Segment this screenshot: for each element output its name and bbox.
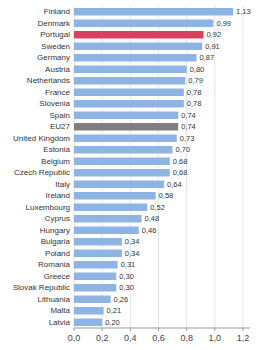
labels: Finland 1,13 Denmark 0,99 Portugal 0,92 Sweden…	[13, 7, 251, 327]
category-label: France	[45, 88, 70, 97]
bar	[74, 296, 111, 303]
bar	[74, 43, 202, 50]
category-label: Poland	[45, 249, 70, 258]
x-axis: 0,0 0,2 0,4 0,6 0,8 1,0 1,2	[68, 6, 250, 343]
data-label: 0,26	[114, 295, 129, 304]
data-label: 0,58	[159, 191, 174, 200]
data-label: 0,92	[207, 30, 222, 39]
bar	[74, 66, 187, 73]
tick-label: 1,2	[237, 333, 250, 343]
grid-line	[242, 6, 243, 328]
bar	[74, 158, 170, 165]
category-label: United Kingdom	[13, 134, 70, 143]
data-label: 0,46	[142, 226, 157, 235]
category-label: Greece	[44, 272, 71, 281]
bar	[74, 77, 185, 84]
category-label: Cyprus	[45, 214, 70, 223]
tick-label: 0,8	[180, 333, 193, 343]
category-label: Latvia	[49, 318, 71, 327]
category-label: Spain	[50, 111, 70, 120]
bar	[74, 181, 164, 188]
data-label: 0,91	[205, 42, 220, 51]
bar	[74, 20, 213, 27]
data-label: 0,73	[180, 134, 195, 143]
category-label: EU27	[50, 122, 71, 131]
data-label: 0,74	[181, 122, 196, 131]
category-label: Estonia	[43, 145, 70, 154]
bar	[74, 123, 178, 130]
bar	[74, 192, 156, 199]
data-label: 0,78	[187, 88, 202, 97]
bar	[74, 319, 102, 326]
data-label: 0,52	[150, 203, 165, 212]
axis-line	[74, 328, 250, 329]
bar	[74, 31, 204, 38]
category-label: Belgium	[41, 157, 70, 166]
data-label: 0,74	[181, 111, 196, 120]
bar	[74, 227, 139, 234]
bar	[74, 112, 178, 119]
category-label: Hungary	[40, 226, 70, 235]
tick-label: 0,4	[124, 333, 137, 343]
category-label: Malta	[50, 306, 70, 315]
bar	[74, 135, 177, 142]
bar	[74, 238, 122, 245]
grid-line	[214, 6, 215, 328]
category-label: Ireland	[46, 191, 70, 200]
tick-label: 0,2	[96, 333, 109, 343]
bar	[74, 169, 170, 176]
data-label: 0,31	[121, 260, 136, 269]
category-label: Luxembourg	[26, 203, 70, 212]
data-label: 0,30	[119, 272, 134, 281]
bar	[74, 261, 118, 268]
data-label: 0,21	[107, 306, 122, 315]
bar	[74, 273, 116, 280]
bar	[74, 307, 104, 314]
category-label: Slovak Republic	[13, 283, 70, 292]
bar	[74, 215, 142, 222]
category-label: Slovenia	[39, 99, 70, 108]
data-label: 0,70	[176, 145, 191, 154]
category-label: Bulgaria	[41, 237, 71, 246]
bar	[74, 54, 196, 61]
data-label: 0,30	[119, 283, 134, 292]
tick-label: 0,6	[152, 333, 165, 343]
bar	[74, 250, 122, 257]
data-label: 0,99	[216, 19, 231, 28]
bar	[74, 89, 184, 96]
category-label: Netherlands	[27, 76, 70, 85]
bar	[74, 204, 147, 211]
category-label: Finland	[44, 7, 70, 16]
category-label: Lithuania	[38, 295, 71, 304]
data-label: 0,78	[187, 99, 202, 108]
data-label: 0,64	[167, 180, 182, 189]
page: {"chart_data": {"type": "bar", "orientat…	[0, 0, 274, 350]
data-label: 0,34	[125, 249, 140, 258]
category-label: Czech Republic	[14, 168, 70, 177]
bar	[74, 146, 173, 153]
bar	[74, 284, 116, 291]
category-label: Austria	[45, 65, 70, 74]
data-label: 0,87	[199, 53, 214, 62]
category-label: Italy	[55, 180, 70, 189]
tick-label: 1,0	[209, 333, 222, 343]
category-label: Portugal	[40, 30, 70, 39]
data-label: 0,68	[173, 168, 188, 177]
category-label: Sweden	[41, 42, 70, 51]
bar	[74, 8, 233, 15]
data-label: 0,68	[173, 157, 188, 166]
data-label: 0,79	[188, 76, 203, 85]
bar	[74, 100, 184, 107]
tick-label: 0,0	[68, 333, 81, 343]
data-label: 0,48	[145, 214, 160, 223]
data-label: 0,20	[105, 318, 120, 327]
category-label: Denmark	[38, 19, 71, 28]
category-label: Romania	[38, 260, 71, 269]
category-label: Germany	[37, 53, 70, 62]
data-label: 0,80	[190, 65, 205, 74]
data-label: 0,34	[125, 237, 140, 246]
bars	[74, 8, 233, 326]
data-label: 1,13	[236, 7, 251, 16]
chart: 0,00,20,40,60,81,01,2Finland1,13Denmark0…	[0, 0, 274, 350]
